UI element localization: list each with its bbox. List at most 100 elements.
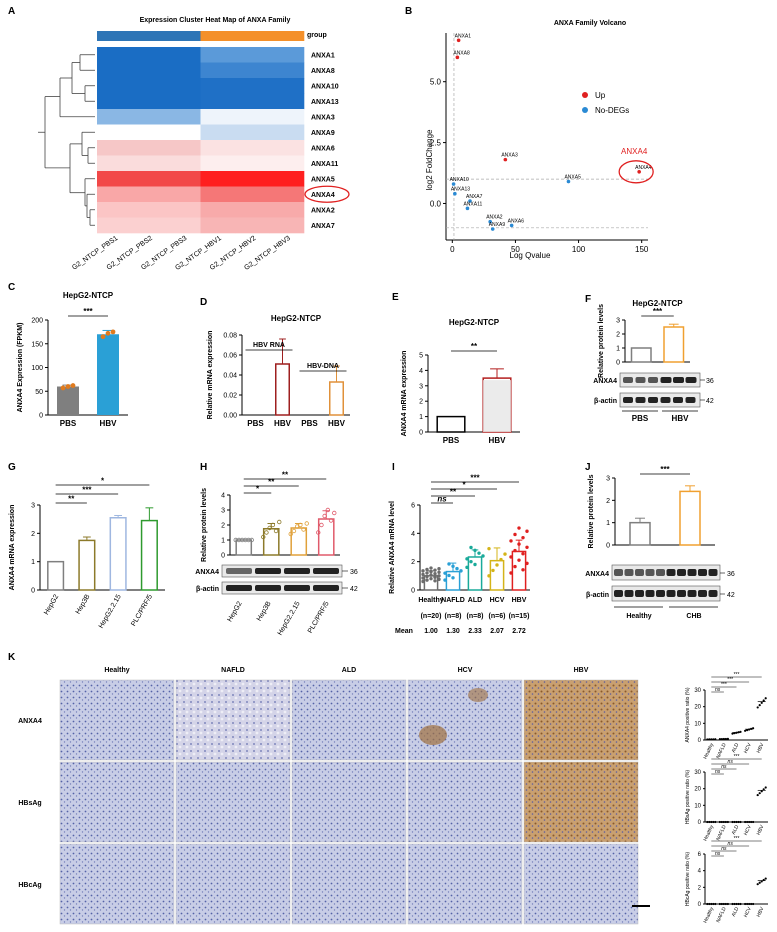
heatmap-row-label: ANXA9 — [311, 130, 335, 137]
blot-band — [698, 590, 707, 597]
volcano-point-label: ANXA4 — [635, 165, 652, 171]
x-tick-label: 100 — [572, 245, 586, 254]
data-point — [760, 701, 763, 704]
significance-label: ** — [282, 471, 289, 480]
heatmap-cell — [166, 202, 201, 218]
panel-label-h: H — [200, 462, 207, 473]
n-label: (n=6) — [489, 613, 506, 620]
y-tick-label: 2 — [221, 523, 225, 530]
ihc-image — [291, 843, 407, 925]
heatmap-cell — [235, 186, 270, 203]
data-point — [437, 570, 441, 574]
mean-value: 1.00 — [424, 628, 438, 635]
heatmap-title: Expression Cluster Heat Map of ANXA Fami… — [140, 17, 291, 24]
heatmap-cell — [200, 47, 236, 63]
blot-band — [656, 590, 665, 597]
data-point — [425, 578, 429, 582]
heatmap-cell — [131, 217, 167, 234]
blot-band — [614, 590, 623, 597]
y-tick-label: 6 — [411, 503, 415, 510]
data-point — [764, 786, 767, 789]
data-point — [437, 574, 441, 578]
data-point — [762, 699, 765, 702]
heatmap-row-label: ANXA8 — [311, 68, 335, 75]
group-bar-cell — [269, 31, 305, 41]
legend-label: Up — [595, 91, 606, 100]
bar — [663, 326, 685, 363]
bar — [629, 521, 651, 546]
blot-band — [255, 568, 281, 574]
bar — [679, 490, 701, 546]
blot-band — [666, 569, 676, 576]
heatmap-cells — [97, 47, 305, 234]
blot-band — [677, 590, 686, 597]
blot-group-label: Healthy — [626, 613, 651, 620]
significance-label: *** — [721, 682, 727, 688]
heatmap-cell — [269, 171, 305, 187]
data-point — [509, 539, 513, 543]
heatmap-cell — [235, 47, 270, 63]
heatmap-cell — [200, 78, 236, 94]
data-point — [752, 727, 755, 730]
y-axis-label: Relative mRNA expression — [207, 331, 214, 420]
data-point — [465, 557, 469, 561]
significance-label: ns — [715, 687, 721, 693]
y-tick-label: 0.06 — [223, 353, 237, 360]
blot-band — [666, 590, 676, 597]
volcano-point-label: ANXA1 — [455, 33, 472, 39]
significance-label: *** — [734, 672, 740, 678]
panel-e-bar-chart: 0 1 2 3 4 5 PBS HBV ANXA4 mRNA expression HepG2-N… — [401, 318, 520, 445]
data-point — [425, 567, 429, 572]
x-tick-label: PBS — [60, 419, 77, 428]
data-point — [65, 384, 71, 389]
data-point — [714, 902, 717, 906]
data-point — [495, 563, 499, 567]
data-point — [513, 532, 517, 537]
heatmap-cell — [200, 171, 236, 187]
data-point — [465, 565, 469, 570]
data-point — [429, 576, 433, 581]
blot-band — [698, 569, 707, 576]
y-tick-label: 0 — [221, 553, 225, 560]
y-axis-label: Relative protein levels — [588, 474, 595, 548]
heatmap-cell — [131, 202, 167, 218]
heatmap-cell — [166, 155, 201, 172]
x-tick-label: HCV — [490, 597, 505, 604]
dendrogram — [38, 54, 95, 226]
x-tick-label: HBV — [489, 436, 507, 445]
blot-band — [635, 569, 644, 576]
volcano-point — [456, 38, 461, 43]
panel-d-bar-chart: 0.00 0.02 0.04 0.06 0.08 PBS HBV PBS HBV Relative… — [207, 314, 350, 428]
chart-title: HepG2-NTCP — [449, 318, 500, 327]
data-point — [421, 579, 425, 584]
data-point — [443, 571, 447, 575]
data-point — [429, 573, 433, 577]
n-label: (n=20) — [421, 613, 442, 620]
blot-band — [623, 377, 633, 383]
heatmap-cell — [269, 124, 305, 141]
x-tick-label: HepG2 — [43, 593, 60, 616]
data-point — [760, 790, 763, 793]
blot-band — [673, 397, 683, 403]
blot-kda-label: 42 — [706, 398, 714, 405]
heatmap-cell — [235, 109, 270, 125]
data-point — [429, 566, 433, 570]
data-point — [521, 535, 525, 540]
y-tick-label: 100 — [31, 365, 43, 372]
y-tick-label: 0.0 — [430, 199, 442, 208]
data-point — [758, 792, 761, 795]
highlight-circle — [304, 185, 350, 203]
data-point — [499, 557, 503, 562]
data-point — [437, 567, 441, 571]
y-tick-label: 2 — [411, 559, 415, 566]
volcano-point-label: ANXA9 — [489, 222, 506, 228]
blot-kda-label: 36 — [706, 378, 714, 385]
data-point — [100, 334, 106, 340]
data-point — [298, 522, 303, 528]
x-tick-label: ALD — [731, 742, 741, 754]
y-tick-label: 3 — [616, 318, 620, 325]
n-label: (n=8) — [467, 613, 484, 620]
data-point — [762, 788, 765, 791]
x-tick-label: HepG2.2.15 — [98, 593, 123, 629]
